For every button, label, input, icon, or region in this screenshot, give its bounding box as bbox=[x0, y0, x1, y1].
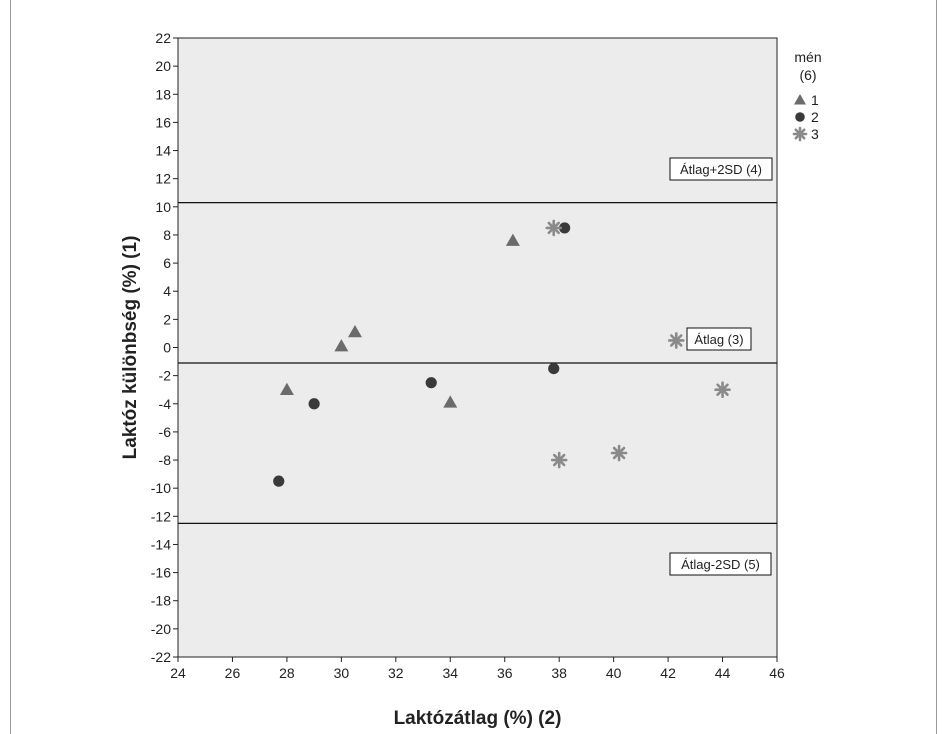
x-tick-label: 36 bbox=[497, 665, 513, 681]
legend-marker-1 bbox=[794, 94, 806, 105]
x-tick-label: 24 bbox=[170, 665, 186, 681]
x-tick-label: 38 bbox=[551, 665, 567, 681]
y-tick-label: -16 bbox=[151, 565, 171, 581]
data-point-series-1 bbox=[334, 339, 349, 352]
y-tick-label: 16 bbox=[155, 114, 171, 130]
y-tick-label: 20 bbox=[155, 58, 171, 74]
reference-label-box bbox=[669, 552, 772, 576]
data-point-series-3 bbox=[550, 451, 568, 469]
y-tick-label: -14 bbox=[151, 536, 171, 552]
y-tick-label: 14 bbox=[155, 143, 171, 159]
reference-label-box bbox=[669, 157, 773, 181]
data-point-series-2 bbox=[273, 475, 285, 487]
data-point-series-2 bbox=[548, 363, 560, 375]
y-tick-label: 10 bbox=[155, 199, 171, 215]
y-tick-label: 6 bbox=[163, 255, 171, 271]
data-points bbox=[273, 219, 731, 487]
y-tick-label: 8 bbox=[163, 227, 171, 243]
legend-label: 2 bbox=[811, 109, 819, 125]
y-tick-label: -22 bbox=[151, 649, 171, 665]
y-tick-label: -4 bbox=[159, 396, 172, 412]
y-tick-label: 22 bbox=[155, 30, 171, 46]
x-tick-label: 30 bbox=[334, 665, 350, 681]
y-tick-label: -12 bbox=[151, 508, 171, 524]
data-point-series-2 bbox=[425, 377, 437, 389]
legend-marker-3 bbox=[792, 126, 808, 142]
data-point-series-1 bbox=[347, 325, 362, 338]
x-tick-label: 34 bbox=[442, 665, 458, 681]
y-tick-label: 2 bbox=[163, 311, 171, 327]
reference-label-box bbox=[686, 327, 752, 351]
x-tick-label: 32 bbox=[388, 665, 404, 681]
x-tick-label: 46 bbox=[769, 665, 785, 681]
legend-label: 3 bbox=[811, 126, 819, 142]
x-tick-label: 42 bbox=[660, 665, 676, 681]
legend-marker-2 bbox=[795, 112, 805, 122]
legend-label: 1 bbox=[811, 92, 819, 108]
data-point-series-2 bbox=[559, 222, 571, 234]
legend-subtitle: (6) bbox=[799, 67, 816, 83]
legend: mén (6) 123 bbox=[792, 49, 822, 142]
x-tick-label: 28 bbox=[279, 665, 295, 681]
x-tick-label: 40 bbox=[606, 665, 622, 681]
reference-label: Átlag-2SD (5) bbox=[681, 557, 760, 572]
y-axis-title: Laktóz különbség (%) (1) bbox=[120, 236, 141, 460]
y-tick-label: -6 bbox=[159, 424, 172, 440]
reference-label: Átlag (3) bbox=[694, 332, 743, 347]
data-point-series-2 bbox=[308, 398, 320, 410]
y-tick-label: -2 bbox=[159, 368, 172, 384]
legend-title: mén bbox=[794, 49, 821, 65]
reference-label: Átlag+2SD (4) bbox=[680, 162, 762, 177]
y-tick-label: -18 bbox=[151, 593, 171, 609]
data-point-series-3 bbox=[610, 444, 628, 462]
y-tick-label: 12 bbox=[155, 171, 171, 187]
data-point-series-3 bbox=[667, 332, 685, 349]
data-point-series-1 bbox=[505, 233, 520, 246]
y-tick-label: -8 bbox=[159, 452, 172, 468]
data-point-series-1 bbox=[443, 395, 458, 408]
x-axis-title: Laktózátlag (%) (2) bbox=[394, 708, 562, 729]
y-tick-label: -20 bbox=[151, 621, 171, 637]
data-point-series-3 bbox=[545, 219, 563, 237]
reference-lines: Átlag+2SD (4) Átlag (3) Átlag-2SD (5) bbox=[178, 157, 777, 576]
y-tick-label: 18 bbox=[155, 86, 171, 102]
x-tick-label: 26 bbox=[225, 665, 241, 681]
data-point-series-3 bbox=[714, 381, 731, 399]
x-tick-label: 44 bbox=[715, 665, 731, 681]
axes: 2220181614121086420-2-4-6-8-10-12-14-16-… bbox=[151, 30, 785, 681]
y-tick-label: 4 bbox=[163, 283, 171, 299]
data-point-series-1 bbox=[279, 382, 294, 395]
y-tick-label: -10 bbox=[151, 480, 171, 496]
figure-frame bbox=[10, 0, 937, 734]
y-tick-label: 0 bbox=[163, 340, 171, 356]
